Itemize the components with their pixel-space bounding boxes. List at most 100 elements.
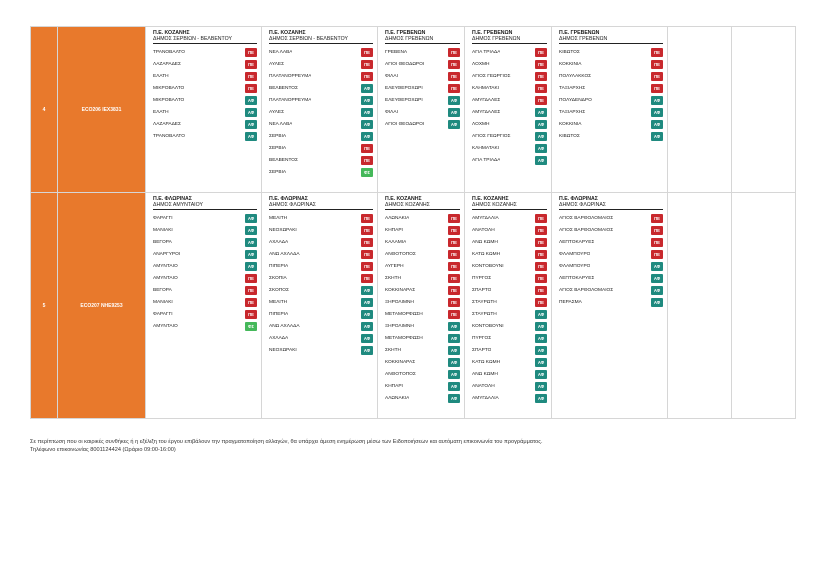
stop-name: ΑΓΙΟΣ ΒΑΡΘΟΛΟΜΑΙΟΣ: [559, 215, 614, 221]
stop-item: ΑΧΛΑΔΑ ΠΕ: [269, 236, 373, 248]
route-region: Π.Ε. ΦΛΩΡΙΝΑΣ: [269, 196, 308, 202]
trip-type-badge: ΠΕ: [535, 225, 547, 235]
stop-item: ΕΛΕΥΘΕΡΟΧΩΡΙ ΠΕ: [385, 82, 460, 94]
trip-type-badge: ΑΦ: [535, 107, 547, 117]
stop-name: ΞΗΡΟΛΙΜΝΗ: [385, 299, 414, 305]
stop-item: ΚΟΝΤΟΒΟΥΝΙ ΑΦ: [472, 320, 547, 332]
trip-type-badge: ΑΦ: [448, 119, 460, 129]
stop-item: ΚΟΚΚΙΝΙΑ ΑΦ: [559, 118, 663, 130]
stop-name: ΛΟΧΜΗ: [472, 121, 490, 127]
trip-type-badge: ΑΦ: [535, 119, 547, 129]
stop-item: ΝΕΑ ΛΑΒΑ ΑΦ: [269, 118, 373, 130]
route-region: Π.Ε. ΚΟΖΑΝΗΣ: [153, 30, 190, 36]
route-municipality: ΔΗΜΟΣ ΦΛΩΡΙΝΑΣ: [269, 202, 373, 210]
stop-item: ΜΑΝΙΑΚΙ ΠΕ: [153, 296, 257, 308]
stop-item: ΤΑΞΙΑΡΧΗΣ ΠΕ: [559, 82, 663, 94]
trip-type-badge: ΑΦ: [535, 131, 547, 141]
route-cell: Π.Ε. ΚΟΖΑΝΗΣ ΔΗΜΟΣ ΣΕΡΒΙΩΝ - ΒΕΛΒΕΝΤΟΥ ΤΡΑ…: [145, 26, 262, 193]
stop-item: ΤΑΞΙΑΡΧΗΣ ΑΦ: [559, 106, 663, 118]
trip-type-badge: ΠΕ: [448, 297, 460, 307]
route-municipality: ΔΗΜΟΣ ΓΡΕΒΕΝΩΝ: [559, 36, 663, 44]
stop-item: ΑΜΥΝΤΑΙΟ ΠΕ: [153, 272, 257, 284]
stop-name: ΛΕΠΤΟΚΑΡΥΕΣ: [559, 275, 595, 281]
stop-item: ΒΕΓΟΡΑ ΠΕ: [153, 284, 257, 296]
stop-item: ΛΟΧΜΗ ΠΕ: [472, 58, 547, 70]
trip-type-badge: ΦΣ: [361, 167, 373, 177]
trip-type-badge: ΑΦ: [651, 119, 663, 129]
trip-type-badge: ΑΦ: [535, 155, 547, 165]
stop-name: ΜΑΝΙΑΚΙ: [153, 299, 173, 305]
stop-name: ΜΑΝΙΑΚΙ: [153, 227, 173, 233]
trip-type-badge: ΠΕ: [245, 83, 257, 93]
stop-name: ΑΓΙΟΙ ΘΕΟΔΩΡΟΙ: [385, 121, 425, 127]
stop-name: ΑΓΙΑ ΤΡΙΑΔΑ: [472, 157, 501, 163]
stop-item: ΠΕΡΑΣΜΑ ΑΦ: [559, 296, 663, 308]
stop-item: ΒΕΛΒΕΝΤΟΣ ΠΕ: [269, 154, 373, 166]
stop-item: ΑΓΙΟΣ ΓΕΩΡΓΙΟΣ ΠΕ: [472, 70, 547, 82]
stop-name: ΓΡΕΒΕΝΑ: [385, 49, 408, 55]
route-region: Π.Ε. ΓΡΕΒΕΝΩΝ: [559, 30, 600, 36]
stop-name: ΜΕΛΙΤΗ: [269, 215, 288, 221]
stop-name: ΠΥΡΓΟΣ: [472, 335, 492, 341]
stop-name: ΚΟΚΚΙΝΑΡΑΣ: [385, 359, 416, 365]
trip-type-badge: ΑΦ: [535, 393, 547, 403]
trip-type-badge: ΠΕ: [361, 237, 373, 247]
stop-name: ΜΙΚΡΟΒΑΛΤΟ: [153, 85, 185, 91]
trip-type-badge: ΠΕ: [245, 297, 257, 307]
stop-name: ΣΕΡΒΙΑ: [269, 133, 287, 139]
trip-type-badge: ΠΕ: [651, 249, 663, 259]
route-municipality: ΔΗΜΟΣ ΚΟΖΑΝΗΣ: [472, 202, 547, 210]
trip-type-badge: ΠΕ: [448, 213, 460, 223]
trip-type-badge: ΑΦ: [361, 131, 373, 141]
trip-type-badge: ΠΕ: [535, 71, 547, 81]
stop-name: ΜΕΛΙΤΗ: [269, 299, 288, 305]
route-cell: Π.Ε. ΓΡΕΒΕΝΩΝ ΔΗΜΟΣ ΓΡΕΒΕΝΩΝ ΚΙΒΩΤΟΣ ΠΕ ΚΟΚΚ…: [551, 26, 668, 193]
stop-name: ΚΙΒΩΤΟΣ: [559, 49, 580, 55]
stop-item: ΑΓΙΟΣ ΒΑΡΘΟΛΟΜΑΙΟΣ ΠΕ: [559, 224, 663, 236]
trip-type-badge: ΑΦ: [448, 345, 460, 355]
stop-item: ΚΟΚΚΙΝΑΡΑΣ ΑΦ: [385, 356, 460, 368]
trip-type-badge: ΑΦ: [245, 213, 257, 223]
stop-name: ΑΥΛΕΣ: [269, 61, 285, 67]
route-cell: Π.Ε. ΦΛΩΡΙΝΑΣ ΔΗΜΟΣ ΦΛΩΡΙΝΑΣ ΑΓΙΟΣ ΒΑΡΘΟΛΟ…: [551, 192, 668, 419]
stop-name: ΣΠΑΡΤΟ: [472, 287, 492, 293]
route-municipality: ΔΗΜΟΣ ΣΕΡΒΙΩΝ - ΒΕΛΒΕΝΤΟΥ: [269, 36, 373, 44]
trip-type-badge: ΠΕ: [651, 83, 663, 93]
stop-name: ΚΑΛΑΜΙΑ: [385, 239, 407, 245]
stop-name: ΣΕΡΒΙΑ: [269, 169, 287, 175]
trip-type-badge: ΠΕ: [448, 273, 460, 283]
stop-item: ΦΙΛΑΙ ΠΕ: [385, 70, 460, 82]
route-schedule-table: 4 ECO206 IEX3831 Π.Ε. ΚΟΖΑΝΗΣ ΔΗΜΟΣ ΣΕΡΒΙΩΝ…: [30, 26, 796, 419]
stop-name: ΑΝΩ ΑΧΛΑΔΑ: [269, 251, 300, 257]
stop-item: ΑΜΥΝΤΑΙΟ ΑΦ: [153, 260, 257, 272]
trip-type-badge: ΑΦ: [245, 107, 257, 117]
trip-type-badge: ΠΕ: [448, 261, 460, 271]
trip-type-badge: ΑΦ: [361, 345, 373, 355]
stop-name: ΑΝΩ ΑΧΛΑΔΑ: [269, 323, 300, 329]
stop-item: ΑΓΙΑ ΤΡΙΑΔΑ ΠΕ: [472, 46, 547, 58]
row-number: 4: [30, 26, 58, 193]
stop-name: ΑΧΛΑΔΑ: [269, 239, 289, 245]
stop-name: ΦΙΛΑΙ: [385, 109, 398, 115]
stop-name: ΝΕΑ ΛΑΒΑ: [269, 121, 293, 127]
trip-type-badge: ΑΦ: [448, 381, 460, 391]
stop-name: ΣΕΡΒΙΑ: [269, 145, 287, 151]
stop-name: ΛΕΠΤΟΚΑΡΥΕΣ: [559, 239, 595, 245]
trip-type-badge: ΠΕ: [651, 213, 663, 223]
route-region: Π.Ε. ΚΟΖΑΝΗΣ: [385, 196, 422, 202]
trip-type-badge: ΑΦ: [651, 131, 663, 141]
stop-item: ΑΝΘΟΤΟΠΟΣ ΑΦ: [385, 368, 460, 380]
route-cell: Π.Ε. ΦΛΩΡΙΝΑΣ ΔΗΜΟΣ ΦΛΩΡΙΝΑΣ ΜΕΛΙΤΗ ΠΕ ΝΕΟΧΩ…: [261, 192, 378, 419]
stop-item: ΣΕΡΒΙΑ ΑΦ: [269, 130, 373, 142]
trip-type-badge: ΑΦ: [361, 309, 373, 319]
trip-type-badge: ΑΦ: [361, 107, 373, 117]
stop-name: ΑΓΙΟΣ ΒΑΡΘΟΛΟΜΑΙΟΣ: [559, 287, 614, 293]
stop-name: ΤΑΞΙΑΡΧΗΣ: [559, 109, 586, 115]
stop-name: ΣΚΟΠΟΣ: [269, 287, 289, 293]
stop-item: ΑΧΛΑΔΑ ΑΦ: [269, 332, 373, 344]
stop-name: ΑΝΩ ΚΩΜΗ: [472, 371, 498, 377]
vehicle-code: ECO206 IEX3831: [57, 26, 146, 193]
stop-item: ΑΝΘΟΤΟΠΟΣ ΠΕ: [385, 248, 460, 260]
trip-type-badge: ΠΕ: [651, 59, 663, 69]
trip-type-badge: ΠΕ: [245, 59, 257, 69]
